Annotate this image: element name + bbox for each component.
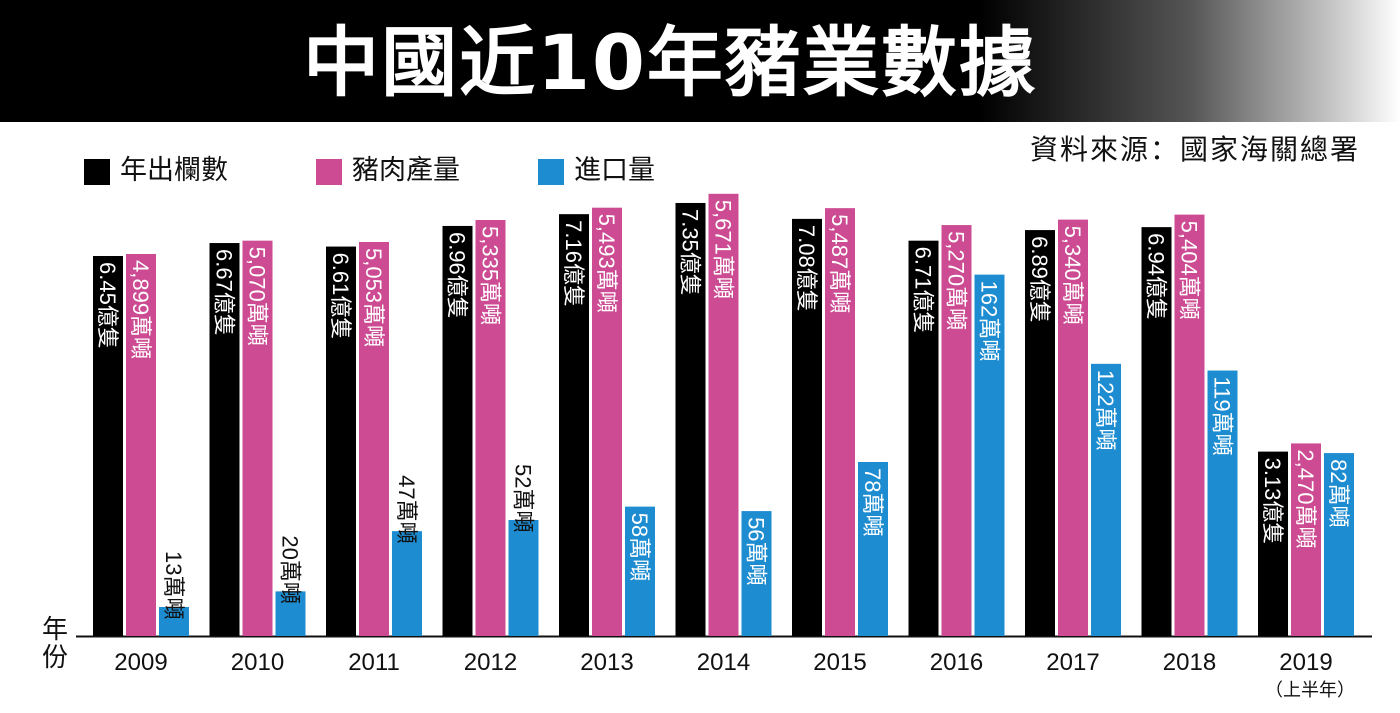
bar-imports-2012 xyxy=(508,520,539,636)
bar-pigs-2011 xyxy=(326,246,356,636)
data-label-pigs-2012: 6.96億隻 xyxy=(445,232,470,319)
data-label-pork-2019: 2,470萬噸 xyxy=(1293,449,1318,548)
bar-pork-2013 xyxy=(592,207,622,636)
bar-imports-2018 xyxy=(1207,370,1238,636)
data-label-imports-2009: 13萬噸 xyxy=(161,551,186,619)
data-label-pigs-2015: 7.08億隻 xyxy=(794,225,819,312)
bar-pigs-2017 xyxy=(1025,230,1055,636)
bar-imports-2010 xyxy=(275,591,306,636)
bar-pork-2017 xyxy=(1058,219,1088,636)
bar-pigs-2014 xyxy=(675,202,706,636)
data-label-pigs-2011: 6.61億隻 xyxy=(328,253,353,340)
bar-pigs-2012 xyxy=(442,225,473,636)
bar-imports-2014 xyxy=(741,511,772,636)
bar-pork-2016 xyxy=(941,225,972,637)
bar-pigs-2015 xyxy=(792,218,822,636)
data-label-pork-2009: 4,899萬噸 xyxy=(128,260,153,359)
data-label-pigs-2017: 6.89億隻 xyxy=(1027,236,1052,323)
data-label-imports-2019: 82萬噸 xyxy=(1326,459,1351,527)
title-banner: 中國近10年豬業數據 xyxy=(0,0,1400,122)
bar-pork-2010 xyxy=(242,240,273,636)
bar-pork-2015 xyxy=(825,208,855,637)
x-tick-label-2016: 2016 xyxy=(930,649,983,676)
data-label-pork-2018: 5,404萬噸 xyxy=(1177,221,1202,320)
bar-pork-2009 xyxy=(126,254,156,636)
data-label-pork-2013: 5,493萬噸 xyxy=(594,214,619,313)
year-2019-note: （上半年） xyxy=(1265,680,1355,701)
data-label-pork-2014: 5,671萬噸 xyxy=(711,200,736,299)
data-label-pork-2010: 5,070萬噸 xyxy=(245,247,270,346)
x-tick-label-2014: 2014 xyxy=(697,649,750,676)
bar-imports-2017 xyxy=(1091,363,1121,636)
data-label-pigs-2009: 6.45億隻 xyxy=(95,262,120,349)
x-tick-label-2017: 2017 xyxy=(1046,649,1099,676)
data-label-imports-2016: 162萬噸 xyxy=(977,281,1002,362)
bar-pigs-2013 xyxy=(559,214,589,637)
x-tick-label-2010: 2010 xyxy=(231,649,284,676)
bar-pork-2014 xyxy=(708,193,739,636)
bar-imports-2011 xyxy=(392,531,422,636)
bar-pork-2011 xyxy=(359,241,389,637)
x-axis-label: 年份 xyxy=(41,615,68,673)
data-label-pigs-2018: 6.94億隻 xyxy=(1144,233,1169,320)
bar-imports-2019 xyxy=(1324,453,1354,636)
data-label-pork-2011: 5,053萬噸 xyxy=(361,248,386,347)
data-label-pigs-2019: 3.13億隻 xyxy=(1260,458,1285,545)
data-label-pigs-2010: 6.67億隻 xyxy=(212,249,237,336)
legend-swatch-pigs xyxy=(84,159,110,185)
x-tick-label-2015: 2015 xyxy=(813,649,866,676)
bar-pork-2018 xyxy=(1174,214,1205,637)
data-label-imports-2013: 58萬噸 xyxy=(627,513,652,581)
data-label-imports-2011: 47萬噸 xyxy=(394,475,419,543)
data-label-imports-2010: 20萬噸 xyxy=(278,535,303,603)
x-tick-label-2019: 2019 xyxy=(1279,649,1332,676)
data-label-imports-2017: 122萬噸 xyxy=(1093,370,1118,451)
data-label-pork-2017: 5,340萬噸 xyxy=(1060,226,1085,325)
chart-title: 中國近10年豬業數據 xyxy=(303,18,1037,107)
bar-pigs-2018 xyxy=(1141,227,1172,637)
x-tick-label-2011: 2011 xyxy=(348,649,400,676)
bar-pigs-2009 xyxy=(93,256,123,636)
x-tick-label-2018: 2018 xyxy=(1163,649,1216,676)
data-label-pork-2015: 5,487萬噸 xyxy=(827,214,852,313)
bar-imports-2016 xyxy=(974,274,1005,636)
x-tick-label-2009: 2009 xyxy=(114,649,167,676)
bar-pigs-2016 xyxy=(908,240,939,636)
data-label-imports-2014: 56萬噸 xyxy=(744,517,769,585)
x-tick-label-2012: 2012 xyxy=(464,649,517,676)
legend-label-pigs: 年出欄數 xyxy=(120,155,228,186)
bar-pigs-2019 xyxy=(1258,451,1288,636)
bar-pork-2012 xyxy=(475,220,506,636)
bar-pigs-2010 xyxy=(209,243,240,636)
data-label-pigs-2013: 7.16億隻 xyxy=(561,220,586,307)
data-label-pigs-2016: 6.71億隻 xyxy=(911,247,936,334)
bar-imports-2009 xyxy=(159,607,189,636)
data-label-imports-2012: 52萬噸 xyxy=(511,464,536,532)
legend-label-pork: 豬肉產量 xyxy=(352,155,460,186)
data-label-pork-2012: 5,335萬噸 xyxy=(478,226,503,325)
x-tick-label-2013: 2013 xyxy=(580,649,633,676)
legend-swatch-imports xyxy=(538,159,564,185)
source-note: 資料來源：國家海關總署 xyxy=(1029,133,1360,166)
bar-pork-2019 xyxy=(1291,443,1321,636)
data-label-imports-2018: 119萬噸 xyxy=(1210,377,1235,456)
legend-label-imports: 進口量 xyxy=(574,155,655,186)
data-label-pigs-2014: 7.35億隻 xyxy=(678,209,703,296)
legend-swatch-pork xyxy=(316,159,342,185)
bar-imports-2015 xyxy=(858,462,888,636)
data-label-pork-2016: 5,270萬噸 xyxy=(944,231,969,330)
bar-imports-2013 xyxy=(625,506,655,636)
data-label-imports-2015: 78萬噸 xyxy=(860,468,885,536)
